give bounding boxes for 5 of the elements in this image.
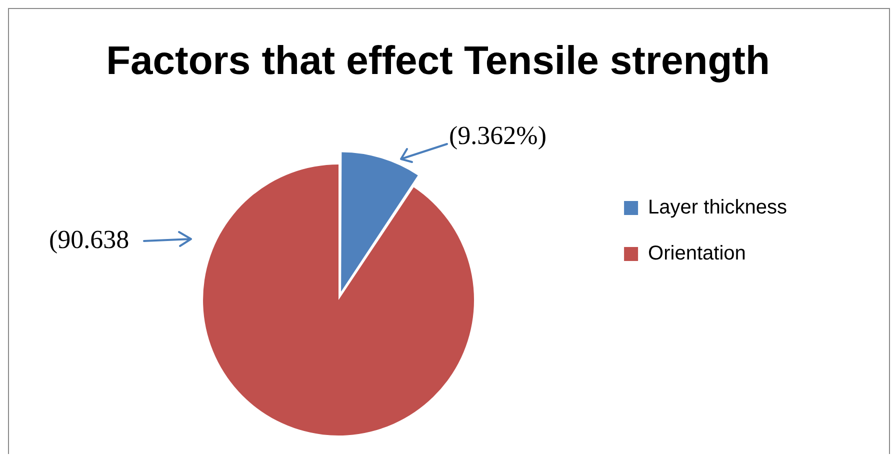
chart-title: Factors that effect Tensile strength	[106, 39, 770, 84]
data-label: (90.638	[49, 224, 130, 254]
data-label: (9.362%)	[449, 120, 546, 150]
legend-label: Orientation	[648, 242, 746, 265]
legend-label: Layer thickness	[648, 196, 788, 219]
